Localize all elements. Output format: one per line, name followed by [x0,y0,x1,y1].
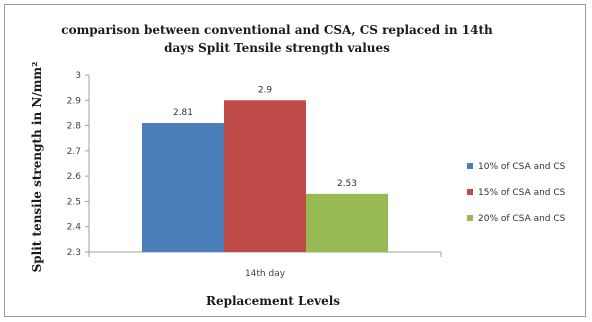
y-tick-label: 2.6 [67,172,82,182]
y-tick-label: 2.3 [67,248,81,258]
legend-swatch [467,163,473,169]
legend-entry: 20% of CSA and CS [478,214,566,224]
bar [224,100,306,253]
split-tensile-chart: comparison between conventional and CSA,… [30,23,566,308]
legend-swatch [467,215,473,221]
legend-swatch [467,189,473,195]
chart-frame: comparison between conventional and CSA,… [4,4,586,317]
data-label: 2.81 [173,108,193,118]
x-tick-label: 14th day [245,269,286,279]
chart-title-line-2: days Split Tensile strength values [164,41,390,55]
y-tick-label: 2.4 [67,223,82,233]
data-label: 2.53 [337,179,357,189]
y-tick-label: 3 [75,71,81,81]
bar [306,193,388,252]
plot-area: 2.3 2.4 2.5 2.6 2.7 2.8 2.9 3 2.81 2.9 2.53 14th da… [67,71,442,279]
legend-entry: 10% of CSA and CS [478,162,566,172]
y-tick-label: 2.8 [67,122,82,132]
y-tick-label: 2.7 [67,147,81,157]
legend-entry: 15% of CSA and CS [478,188,566,198]
legend: 10% of CSA and CS 15% of CSA and CS 20% of… [467,162,566,224]
y-axis-title: Split tensile strength in N/mm² [30,62,44,273]
y-tick-label: 2.5 [67,197,81,207]
chart-title-line-1: comparison between conventional and CSA,… [61,23,493,37]
bar [142,123,224,253]
data-label: 2.9 [258,85,273,95]
x-axis-title: Replacement Levels [206,294,340,308]
y-tick-label: 2.9 [67,96,82,106]
